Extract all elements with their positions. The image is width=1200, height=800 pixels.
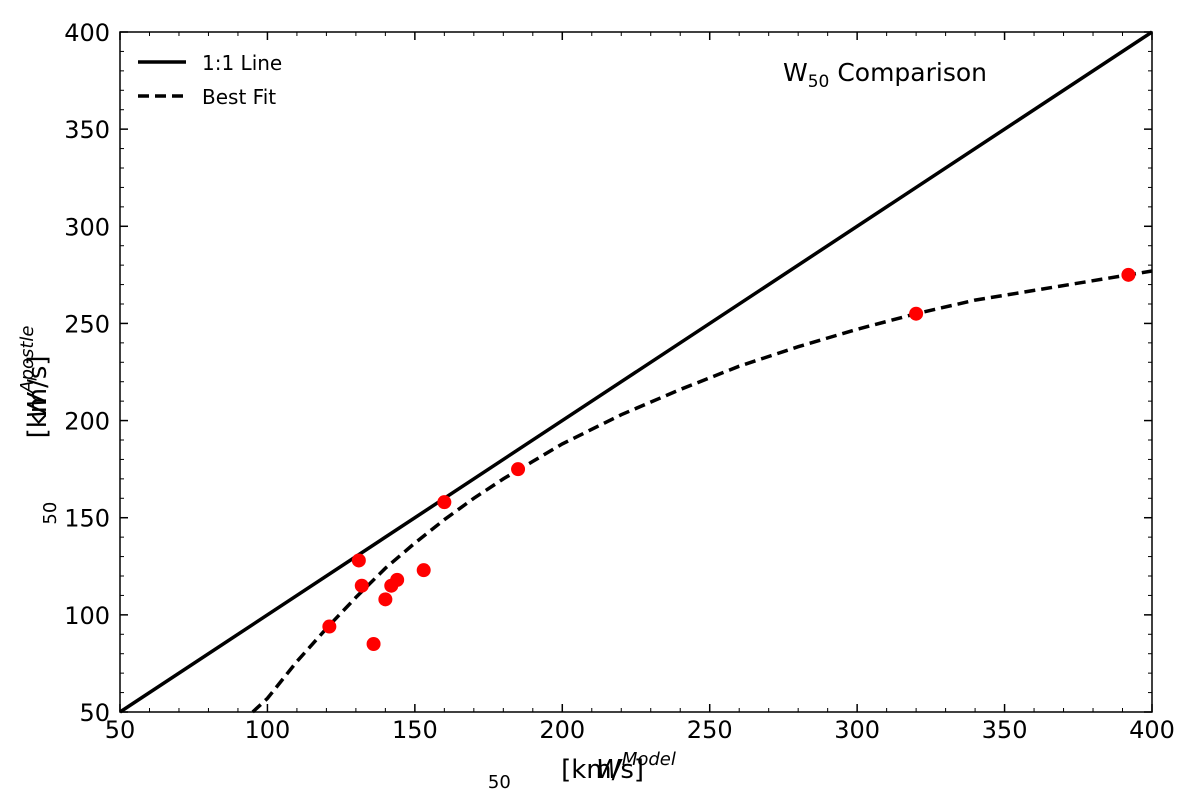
y-tick-label: 350 (64, 116, 110, 144)
y-tick-label: 300 (64, 213, 110, 241)
x-tick-label: 400 (1129, 716, 1175, 744)
data-point (351, 553, 366, 568)
legend: 1:1 Line Best Fit (138, 51, 282, 109)
x-tick-label: 50 (105, 716, 136, 744)
data-point (354, 578, 369, 593)
y-tick-label: 400 (64, 19, 110, 47)
data-point (1121, 267, 1136, 282)
x-tick-label: 150 (392, 716, 438, 744)
x-tick-label: 100 (245, 716, 291, 744)
y-tick-label: 100 (64, 602, 110, 630)
data-point (390, 572, 405, 587)
legend-label-1-1-line: 1:1 Line (202, 51, 282, 75)
data-point (416, 563, 431, 578)
data-point (378, 592, 393, 607)
y-tick-label: 50 (79, 699, 110, 727)
y-tick-label: 200 (64, 408, 110, 436)
legend-label-best-fit: Best Fit (202, 85, 276, 109)
y-tick-label: 150 (64, 505, 110, 533)
x-tick-label: 200 (539, 716, 585, 744)
best-fit-line (251, 269, 1153, 714)
plot-frame (119, 31, 1153, 713)
annotation-w50-comparison: W50 Comparison (783, 58, 987, 92)
x-axis-title: WModel 50 [km/s] (488, 749, 676, 793)
y-axis-title-group: WApostle50 [km/s] (17, 326, 61, 525)
y-tick-label: 250 (64, 310, 110, 338)
data-point (366, 637, 381, 651)
data-point (437, 495, 452, 510)
x-tick-label: 300 (834, 716, 880, 744)
x-tick-label: 350 (982, 716, 1028, 744)
x-tick-label: 250 (687, 716, 733, 744)
data-point (909, 306, 924, 321)
plot-lines (119, 30, 1153, 714)
scatter-points (322, 267, 1136, 651)
y-axis-title: WApostle50 [km/s] (17, 326, 61, 525)
data-point (322, 619, 337, 634)
one-to-one-line (119, 30, 1153, 714)
tick-labels: 50 100 150 200 250 300 350 400 50 100 150 200 250 300… (64, 19, 1175, 744)
data-point (511, 462, 526, 477)
